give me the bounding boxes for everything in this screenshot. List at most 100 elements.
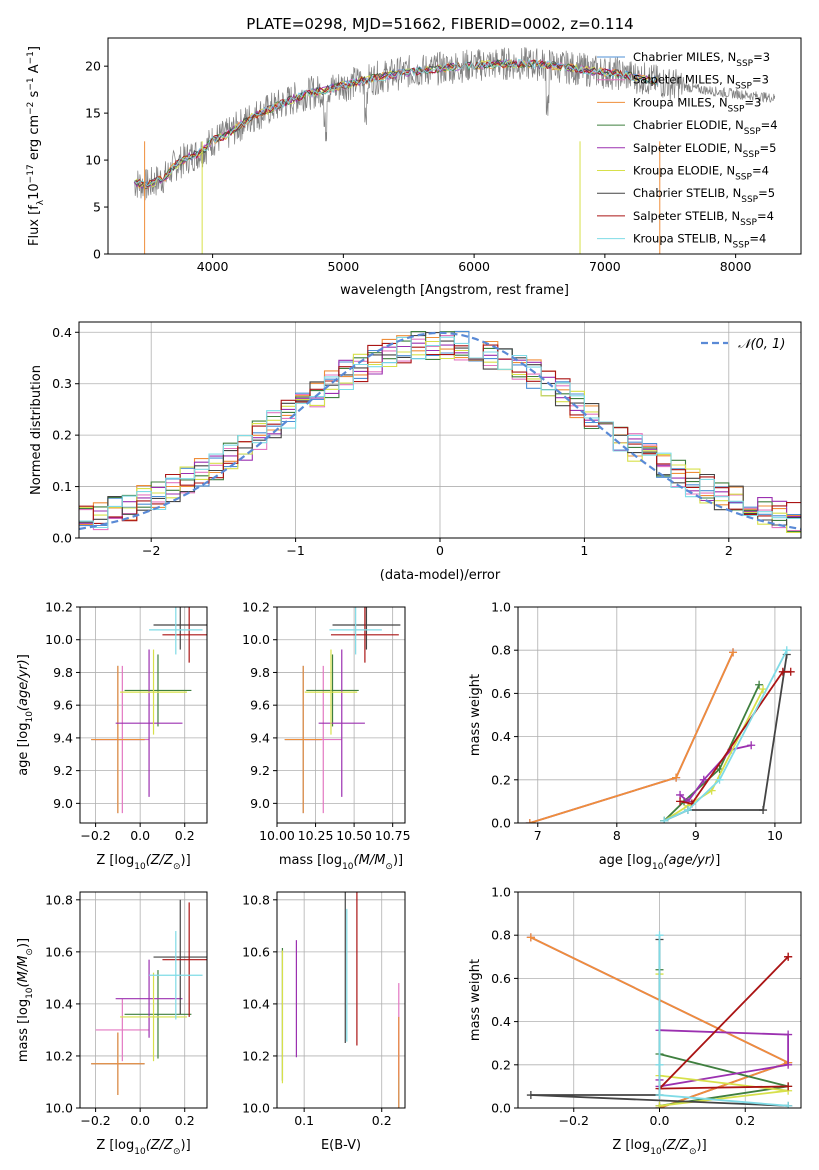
massweight-vs-age-ytick-label: 0.0	[491, 816, 511, 831]
mass-vs-ebv-xtick-label: 0.2	[372, 1113, 392, 1128]
clip-p3-group	[91, 607, 207, 814]
legend-entry: Kroupa ELODIE, NSSP=4	[633, 164, 769, 183]
legend-entry: Kroupa STELIB, NSSP=4	[633, 232, 766, 251]
mass-vs-Z-xlabel-part: )]	[181, 1138, 191, 1153]
axes-frame	[517, 891, 802, 1109]
massweight-vs-Z-ytick-label: 0.2	[491, 1057, 511, 1072]
mass-weight-marker	[699, 775, 708, 784]
massweight-vs-Z-ytick-label: 0.6	[491, 971, 511, 986]
legend-entry-part: =4	[752, 164, 769, 178]
mass-vs-ebv-ytick-label: 10.0	[242, 1101, 270, 1116]
residual-histogram-8	[79, 336, 801, 529]
massweight-vs-Z-ytick-label: 0.8	[491, 928, 511, 943]
mass-weight-marker	[526, 933, 535, 942]
legend-entry-part: SSP	[735, 173, 752, 183]
axes-frame	[79, 606, 208, 824]
age-vs-mass-ytick-label: 9.0	[250, 796, 270, 811]
age-vs-mass-ytick-label: 10.0	[242, 632, 270, 647]
mass-weight-marker	[778, 667, 787, 676]
legend-entry-part: Chabrier MILES, N	[633, 50, 736, 64]
legend-entry-part: SSP	[736, 59, 753, 69]
age-vs-mass-ytick-label: 9.4	[250, 730, 270, 745]
age-vs-Z-xtick-label: −0.2	[80, 828, 110, 843]
residual-histogram-7	[79, 342, 801, 524]
massweight-vs-Z-xlabel-part: 10	[650, 1147, 662, 1157]
age-vs-mass-xlabel-part: ⊙	[385, 862, 393, 872]
age-vs-mass-ytick-label: 9.8	[250, 665, 270, 680]
massweight-vs-age-xtick-label: 10	[767, 828, 783, 843]
legend-entry-part: Kroupa MILES, N	[633, 95, 728, 109]
mass-weight-marker	[655, 1060, 664, 1069]
mass-weight-line	[663, 649, 788, 822]
spectrum-xlabel: wavelength [Angstrom, rest frame]	[340, 283, 569, 298]
legend-entry-part: SSP	[741, 195, 758, 205]
mass-vs-ebv-ytick-label: 10.2	[242, 1048, 270, 1063]
spectrum-ylabel-part: s	[27, 90, 42, 101]
spectrum-xtick-label: 4000	[197, 259, 229, 274]
mass-weight-marker	[660, 816, 669, 823]
age-vs-Z-ylabel-part: age [log	[16, 723, 31, 776]
legend-entry-part: =4	[761, 118, 778, 132]
mass-weight-marker	[655, 1101, 664, 1108]
massweight-vs-age-xlabel-part: ]	[715, 853, 720, 868]
massweight-vs-age-ytick-label: 0.6	[491, 686, 511, 701]
massweight-vs-Z-axes: −0.2 0.0 0.2 0.0 0.2 0.4 0.6 0.8 1.0 mass weight Z…	[468, 885, 802, 1157]
mass-weight-line	[658, 935, 789, 1107]
legend-entry-part: SSP	[735, 82, 752, 92]
clip-p4-group	[284, 607, 401, 814]
massweight-vs-age-xlabel-part: age [log	[599, 853, 652, 868]
legend-entry-part: =5	[760, 141, 777, 155]
spectrum-ytick-label: 20	[85, 59, 101, 74]
clip-p6-group	[91, 899, 207, 1095]
legend-entry: Salpeter MILES, NSSP=3	[633, 73, 769, 92]
legend-entry-part: Salpeter MILES, N	[633, 73, 735, 87]
age-vs-mass-ytick-label: 10.2	[242, 600, 270, 615]
massweight-vs-age-xlabel-part: 10	[652, 862, 664, 872]
age-vs-Z-xlabel: Z [log10(Z/Z⊙)]	[96, 853, 190, 872]
age-vs-mass-xlabel-part: 10	[342, 862, 354, 872]
mass-vs-Z-xtick-label: 0.2	[175, 1113, 195, 1128]
massweight-vs-age-xtick-label: 9	[692, 828, 700, 843]
spectrum-ytick-label: 15	[85, 106, 101, 121]
age-vs-mass-xlabel: mass [log10(M/M⊙)]	[279, 853, 403, 872]
age-vs-Z-xtick-label: 0.0	[130, 828, 150, 843]
mass-vs-Z-ylabel-part: 10	[25, 987, 35, 999]
spectrum-ylabel-part: Flux [f	[27, 205, 42, 246]
age-vs-mass-xtick-label: 10.25	[298, 828, 334, 843]
age-vs-Z-ylabel-part: (age/yr)	[16, 659, 31, 711]
residuals-axes: −2 −1 0 1 2 0.0 0.1 0.2 0.3 0.4 𝒩(0, 1) (data-model…	[29, 321, 802, 583]
age-vs-Z-ylabel-part: ]	[16, 654, 31, 659]
legend-entry: Salpeter ELODIE, NSSP=5	[633, 141, 776, 160]
spectrum-ytick-label: 10	[85, 153, 101, 168]
clip-p5-group	[525, 646, 795, 823]
mass-vs-Z-ylabel: mass [log10(M/M⊙)]	[16, 938, 35, 1062]
massweight-vs-age-ytick-label: 0.4	[491, 729, 511, 744]
normal-legend-label: 𝒩(0, 1)	[738, 337, 785, 352]
legend-entry: Chabrier ELODIE, NSSP=4	[633, 118, 778, 137]
spectrum-xtick-label: 5000	[327, 259, 359, 274]
massweight-vs-Z-xtick-label: 0.2	[735, 1113, 755, 1128]
mass-vs-Z-xlabel: Z [log10(Z/Z⊙)]	[96, 1138, 190, 1157]
spectrum-model-line	[133, 59, 658, 190]
mass-weight-marker	[672, 773, 681, 782]
age-vs-mass-xtick-label: 10.50	[336, 828, 372, 843]
spectrum-ylabel: Flux [fλ10−17 erg cm−2 s−1 A−1]	[26, 46, 46, 246]
residuals-xtick-label: 1	[580, 543, 588, 558]
mass-weight-marker	[784, 1030, 793, 1039]
legend-entry-part: Salpeter STELIB, N	[633, 209, 740, 223]
clip-p7-group	[281, 892, 400, 1108]
axes-frame	[78, 321, 802, 539]
clip-hist-group	[79, 330, 801, 534]
legend-entry: Chabrier STELIB, NSSP=5	[633, 186, 775, 205]
age-vs-Z-ytick-label: 9.0	[53, 796, 73, 811]
figure-title: PLATE=0298, MJD=51662, FIBERID=0002, z=0…	[246, 15, 633, 33]
axes-frame	[276, 891, 406, 1109]
spectrum-ylabel-part: erg cm	[27, 115, 42, 164]
spectrum-model-line	[134, 59, 658, 188]
mass-vs-Z-ylabel-part: (M/M	[16, 956, 31, 988]
mass-weight-marker	[676, 797, 685, 806]
residuals-ylabel: Normed distribution	[29, 365, 44, 495]
legend-entry-part: SSP	[744, 127, 761, 137]
spectrum-ylabel-part: A	[27, 64, 42, 77]
